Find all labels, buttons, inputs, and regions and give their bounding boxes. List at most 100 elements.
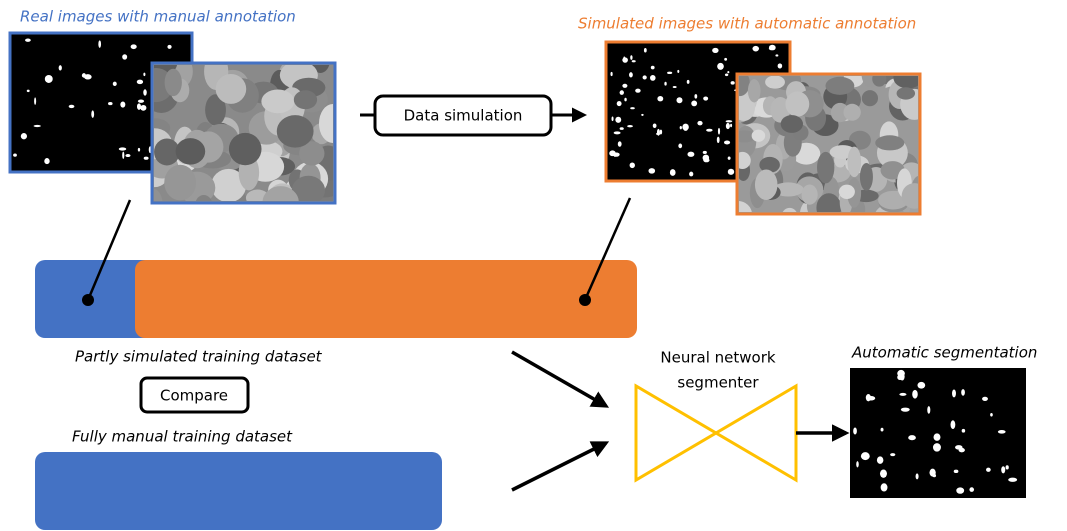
texture-spot [961,428,966,433]
texture-spot [677,69,680,73]
texture-spot [759,156,780,173]
texture-spot [725,120,733,123]
texture-spot [205,94,226,126]
texture-spot [691,100,698,107]
pointer-dot [579,294,591,306]
texture-spot [801,184,818,205]
texture-spot [816,193,842,212]
texture-spot [859,162,873,191]
texture-spot [619,90,624,95]
real-images-label: Real images with manual annotation [20,8,296,26]
texture-spot [730,123,733,128]
texture-spot [616,100,622,107]
texture-spot [780,115,804,133]
compare-text: Compare [160,387,228,405]
texture-spot [901,183,918,209]
texture-spot [91,110,95,118]
texture-spot [659,129,663,135]
texture-spot [686,79,690,84]
partly-simulated-label: Partly simulated training dataset [75,348,323,366]
texture-spot [682,123,689,131]
texture-spot [143,89,147,96]
output-mask-image [850,368,1026,498]
texture-spot [893,76,918,89]
texture-spot [140,104,147,111]
texture-spot [754,169,778,200]
texture-spot [717,62,724,70]
texture-spot [927,406,931,414]
texture-spot [154,188,163,201]
texture-spot [20,133,28,140]
texture-spot [642,75,647,80]
texture-spot [961,389,965,396]
texture-spot [969,487,975,492]
texture-spot [739,151,751,170]
texture-spot [986,467,991,472]
texture-spot [617,141,622,147]
texture-spot [861,90,879,107]
texture-spot [724,73,729,77]
texture-spot [950,420,956,430]
texture-spot [739,201,752,212]
texture-spot [990,412,993,417]
texture-spot [291,175,326,201]
texture-spot [739,94,755,121]
texture-spot [860,452,870,461]
texture-spot [777,63,783,69]
texture-spot [228,132,262,166]
texture-spot [262,186,299,201]
texture-spot [137,99,145,103]
texture-spot [631,60,636,63]
texture-spot [81,73,87,78]
texture-spot [703,96,709,101]
automatic-segmentation-label: Automatic segmentation [851,344,1037,362]
real-photo-border [150,61,337,205]
texture-spot [739,130,757,143]
texture-spot [125,154,131,158]
texture-spot [952,389,956,398]
texture-spot [876,456,884,464]
manual-bar [35,452,442,530]
texture-spot [1001,466,1006,474]
data-simulation-text: Data simulation [404,107,523,125]
texture-spot [775,54,779,57]
texture-spot [122,54,128,60]
texture-spot [678,143,683,149]
texture-spot [622,83,628,88]
texture-spot [847,146,862,178]
texture-spot [770,97,791,123]
texture-spot [879,469,887,478]
texture-spot [108,102,113,106]
simulated-part-bar [135,260,637,338]
texture-spot [630,55,633,60]
texture-spot [694,94,698,99]
texture-spot [727,71,730,74]
texture-spot [630,107,635,110]
texture-spot [865,393,871,402]
texture-spot [215,74,247,104]
texture-spot [875,135,905,151]
pointer-line [86,199,132,301]
texture-spot [751,129,766,142]
texture-spot [154,138,180,166]
texture-spot [130,44,137,50]
texture-spot [120,101,126,108]
texture-spot [635,88,641,93]
texture-spot [122,151,125,159]
texture-spot [723,140,731,145]
texture-spot [727,156,731,160]
texture-spot [687,151,695,157]
texture-spot [739,76,750,97]
photo-texture [739,76,918,212]
texture-spot [830,102,850,123]
texture-spot [167,44,172,49]
texture-spot [899,372,905,381]
compare-box [139,376,250,414]
segmenter-label: segmenter [677,374,759,392]
texture-spot [299,141,325,166]
texture-spot [667,71,673,75]
texture-spot [137,103,141,110]
texture-spot [44,74,53,83]
texture-spot [629,72,633,78]
texture-spot [915,473,919,480]
